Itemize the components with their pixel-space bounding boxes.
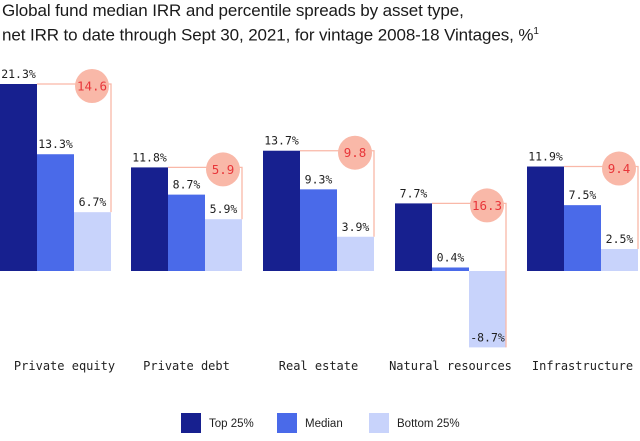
bar-private-debt-median	[168, 194, 205, 271]
spread-bubble-private-debt	[206, 152, 240, 187]
bar-private-equity-bottom-25	[74, 212, 111, 271]
legend-label-median: Median	[305, 418, 343, 430]
data-label-natural-resources-top-25: 7.7%	[400, 186, 428, 200]
bar-natural-resources-bottom-25	[469, 271, 506, 348]
chart-title-line1: Global fund median IRR and percentile sp…	[2, 1, 464, 20]
bar-private-debt-top-25	[131, 167, 168, 271]
category-label-infrastructure: Infrastructure	[532, 359, 633, 373]
data-label-private-equity-median: 13.3%	[38, 137, 73, 151]
category-label-natural-resources: Natural resources	[389, 359, 512, 373]
data-label-natural-resources-median: 0.4%	[437, 250, 465, 264]
spread-label-infrastructure: 9.4	[608, 161, 631, 176]
spread-bubble-natural-resources	[470, 188, 504, 223]
category-label-private-debt: Private debt	[143, 359, 230, 373]
spread-label-real-estate: 9.8	[344, 145, 367, 160]
bar-infrastructure-top-25	[527, 166, 564, 271]
data-label-infrastructure-median: 7.5%	[569, 188, 597, 202]
bar-real-estate-top-25	[263, 150, 300, 271]
spread-bracket-real-estate	[300, 150, 375, 237]
spread-label-private-debt: 5.9	[212, 162, 235, 177]
legend-swatch-top-25	[181, 413, 201, 433]
bar-natural-resources-top-25	[395, 203, 432, 271]
chart-title: Global fund median IRR and percentile sp…	[2, 0, 622, 46]
chart-title-line2: net IRR to date through Sept 30, 2021, f…	[2, 25, 534, 45]
legend-swatch-median	[277, 413, 297, 433]
data-label-private-debt-top-25: 11.8%	[132, 150, 167, 164]
spread-bubble-real-estate	[338, 135, 372, 170]
legend-swatch-bottom-25	[369, 413, 389, 433]
data-label-private-debt-median: 8.7%	[173, 178, 201, 192]
bar-real-estate-bottom-25	[337, 236, 374, 271]
data-label-infrastructure-top-25: 11.9%	[528, 150, 563, 164]
spread-label-private-equity: 14.6	[77, 79, 107, 94]
category-label-real-estate: Real estate	[279, 359, 358, 373]
bar-natural-resources-median	[432, 267, 469, 271]
bar-infrastructure-bottom-25	[601, 249, 638, 271]
bar-private-equity-median	[37, 154, 74, 271]
spread-bracket-private-equity	[37, 83, 112, 213]
bar-real-estate-median	[300, 189, 337, 271]
legend-label-bottom-25: Bottom 25%	[397, 418, 460, 430]
category-label-private-equity: Private equity	[14, 359, 115, 373]
spread-bubble-infrastructure	[602, 151, 636, 186]
bar-private-debt-bottom-25	[205, 219, 242, 271]
data-label-private-equity-top-25: 21.3%	[1, 67, 36, 81]
data-label-natural-resources-bottom-25: -8.7%	[470, 330, 505, 344]
spread-bracket-private-debt	[168, 166, 243, 220]
spread-bracket-natural-resources	[432, 202, 507, 348]
data-label-private-equity-bottom-25: 6.7%	[79, 195, 107, 209]
data-label-real-estate-top-25: 13.7%	[264, 134, 299, 148]
spread-bubble-private-equity	[75, 69, 109, 103]
spread-bracket-infrastructure	[564, 165, 639, 250]
data-label-real-estate-bottom-25: 3.9%	[342, 220, 370, 234]
title-footnote: 1	[533, 26, 539, 37]
bar-infrastructure-median	[564, 205, 601, 271]
spread-label-natural-resources: 16.3	[472, 198, 502, 213]
data-label-real-estate-median: 9.3%	[305, 172, 333, 186]
bar-private-equity-top-25	[0, 84, 37, 271]
data-label-infrastructure-bottom-25: 2.5%	[606, 232, 634, 246]
data-label-private-debt-bottom-25: 5.9%	[210, 202, 238, 216]
legend-label-top-25: Top 25%	[209, 418, 254, 430]
